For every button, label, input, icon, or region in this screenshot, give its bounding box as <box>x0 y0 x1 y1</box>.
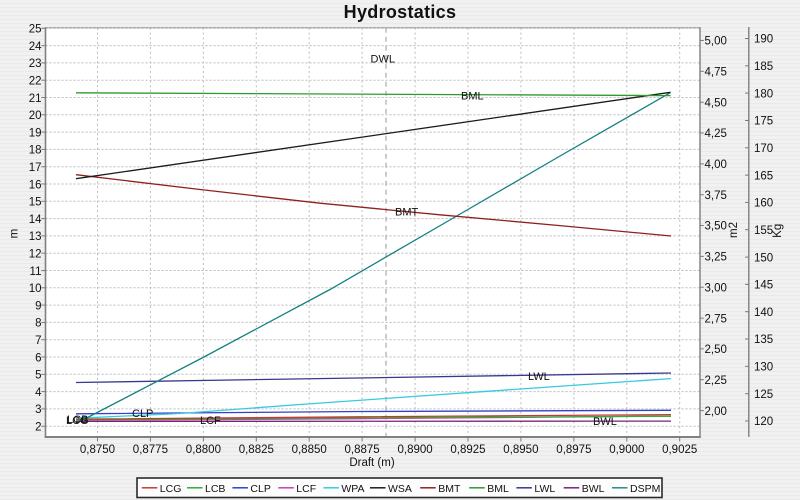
svg-text:125: 125 <box>754 389 773 401</box>
svg-text:0,9000: 0,9000 <box>609 444 644 456</box>
svg-text:3,00: 3,00 <box>705 282 727 294</box>
svg-text:20: 20 <box>29 110 42 122</box>
svg-text:130: 130 <box>754 362 773 374</box>
svg-text:120: 120 <box>754 416 773 428</box>
svg-text:Hydrostatics: Hydrostatics <box>344 2 457 22</box>
svg-text:190: 190 <box>754 34 773 46</box>
svg-text:m2: m2 <box>728 222 740 238</box>
svg-text:LCB: LCB <box>205 483 225 495</box>
svg-text:DWL: DWL <box>371 54 395 66</box>
svg-text:LCB: LCB <box>67 414 88 426</box>
svg-text:4,25: 4,25 <box>705 128 727 140</box>
svg-text:0,8750: 0,8750 <box>80 444 115 456</box>
svg-text:155: 155 <box>754 225 773 237</box>
svg-text:2: 2 <box>35 422 41 434</box>
svg-text:9: 9 <box>35 300 41 312</box>
svg-text:BMT: BMT <box>395 207 419 219</box>
svg-text:24: 24 <box>29 41 42 53</box>
svg-text:4,00: 4,00 <box>705 159 727 171</box>
svg-text:19: 19 <box>29 127 42 139</box>
svg-text:0,8975: 0,8975 <box>556 444 591 456</box>
svg-text:180: 180 <box>754 88 773 100</box>
svg-text:Kg: Kg <box>772 224 784 238</box>
svg-text:150: 150 <box>754 252 773 264</box>
svg-text:3,25: 3,25 <box>705 252 727 264</box>
svg-text:10: 10 <box>29 283 42 295</box>
svg-text:LWL: LWL <box>534 483 555 495</box>
svg-text:3,75: 3,75 <box>705 190 727 202</box>
svg-text:160: 160 <box>754 198 773 210</box>
svg-text:15: 15 <box>29 197 42 209</box>
svg-text:145: 145 <box>754 280 773 292</box>
svg-text:LCG: LCG <box>160 483 182 495</box>
svg-text:4,50: 4,50 <box>705 97 727 109</box>
svg-text:22: 22 <box>29 76 42 88</box>
svg-text:2,25: 2,25 <box>705 375 727 387</box>
svg-text:BML: BML <box>461 91 484 103</box>
svg-text:CLP: CLP <box>250 483 270 495</box>
svg-text:23: 23 <box>29 58 42 70</box>
svg-text:0,8900: 0,8900 <box>398 444 433 456</box>
svg-text:WSA: WSA <box>388 483 412 495</box>
svg-text:5,00: 5,00 <box>705 36 727 48</box>
svg-text:2,50: 2,50 <box>705 344 727 356</box>
svg-text:135: 135 <box>754 334 773 346</box>
svg-text:175: 175 <box>754 116 773 128</box>
svg-text:LWL: LWL <box>528 371 550 383</box>
svg-text:CLP: CLP <box>132 408 153 420</box>
svg-text:6: 6 <box>35 352 41 364</box>
svg-text:4,75: 4,75 <box>705 67 727 79</box>
svg-text:17: 17 <box>29 162 42 174</box>
svg-text:16: 16 <box>29 179 42 191</box>
svg-text:BMT: BMT <box>438 483 461 495</box>
svg-text:7: 7 <box>35 335 41 347</box>
svg-text:BWL: BWL <box>593 416 617 428</box>
svg-text:2,75: 2,75 <box>705 313 727 325</box>
svg-text:LCF: LCF <box>200 415 221 427</box>
svg-text:140: 140 <box>754 307 773 319</box>
svg-text:0,8775: 0,8775 <box>133 444 168 456</box>
svg-text:m: m <box>9 229 21 239</box>
svg-text:18: 18 <box>29 145 42 157</box>
svg-text:0,9025: 0,9025 <box>662 444 697 456</box>
svg-text:0,8850: 0,8850 <box>292 444 327 456</box>
svg-text:WPA: WPA <box>341 483 364 495</box>
svg-text:0,8875: 0,8875 <box>345 444 380 456</box>
svg-text:185: 185 <box>754 61 773 73</box>
svg-text:13: 13 <box>29 231 42 243</box>
svg-text:DSPM: DSPM <box>630 483 660 495</box>
svg-text:LCF: LCF <box>296 483 316 495</box>
svg-text:14: 14 <box>29 214 42 226</box>
svg-text:2,00: 2,00 <box>705 406 727 418</box>
svg-text:4: 4 <box>35 387 42 399</box>
svg-text:Draft (m): Draft (m) <box>349 457 395 469</box>
svg-text:21: 21 <box>29 93 42 105</box>
svg-text:25: 25 <box>29 24 42 36</box>
svg-text:0,8825: 0,8825 <box>239 444 274 456</box>
svg-text:0,8950: 0,8950 <box>503 444 538 456</box>
svg-text:11: 11 <box>30 266 42 278</box>
svg-text:5: 5 <box>35 370 41 382</box>
svg-text:0,8800: 0,8800 <box>186 444 221 456</box>
svg-text:3: 3 <box>35 404 41 416</box>
svg-text:0,8925: 0,8925 <box>450 444 485 456</box>
svg-text:BML: BML <box>487 483 509 495</box>
svg-text:LCG: LCG <box>66 415 89 427</box>
svg-text:BWL: BWL <box>582 483 605 495</box>
svg-text:165: 165 <box>754 170 773 182</box>
svg-text:12: 12 <box>29 249 42 261</box>
svg-text:3,50: 3,50 <box>705 221 727 233</box>
svg-text:170: 170 <box>754 143 773 155</box>
svg-text:8: 8 <box>35 318 41 330</box>
